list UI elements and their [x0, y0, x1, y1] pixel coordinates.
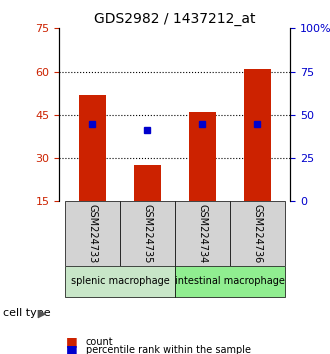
Text: count: count: [86, 337, 114, 347]
Text: ▶: ▶: [38, 308, 47, 318]
Text: GSM224735: GSM224735: [143, 204, 152, 263]
Text: cell type: cell type: [3, 308, 51, 318]
FancyBboxPatch shape: [175, 266, 285, 297]
Title: GDS2982 / 1437212_at: GDS2982 / 1437212_at: [94, 12, 256, 26]
Bar: [189, 112, 216, 201]
Bar: [79, 95, 106, 201]
Text: GSM224733: GSM224733: [87, 204, 97, 263]
FancyBboxPatch shape: [65, 266, 175, 297]
Text: ■: ■: [66, 335, 78, 348]
Text: percentile rank within the sample: percentile rank within the sample: [86, 346, 251, 354]
FancyBboxPatch shape: [230, 201, 285, 266]
Text: ■: ■: [66, 343, 78, 354]
FancyBboxPatch shape: [120, 201, 175, 266]
Text: GSM224736: GSM224736: [252, 204, 262, 263]
FancyBboxPatch shape: [175, 201, 230, 266]
Bar: [244, 69, 271, 201]
FancyBboxPatch shape: [65, 201, 120, 266]
Text: intestinal macrophage: intestinal macrophage: [175, 276, 285, 286]
Text: splenic macrophage: splenic macrophage: [71, 276, 169, 286]
Bar: [134, 165, 161, 201]
Text: GSM224734: GSM224734: [197, 204, 207, 263]
